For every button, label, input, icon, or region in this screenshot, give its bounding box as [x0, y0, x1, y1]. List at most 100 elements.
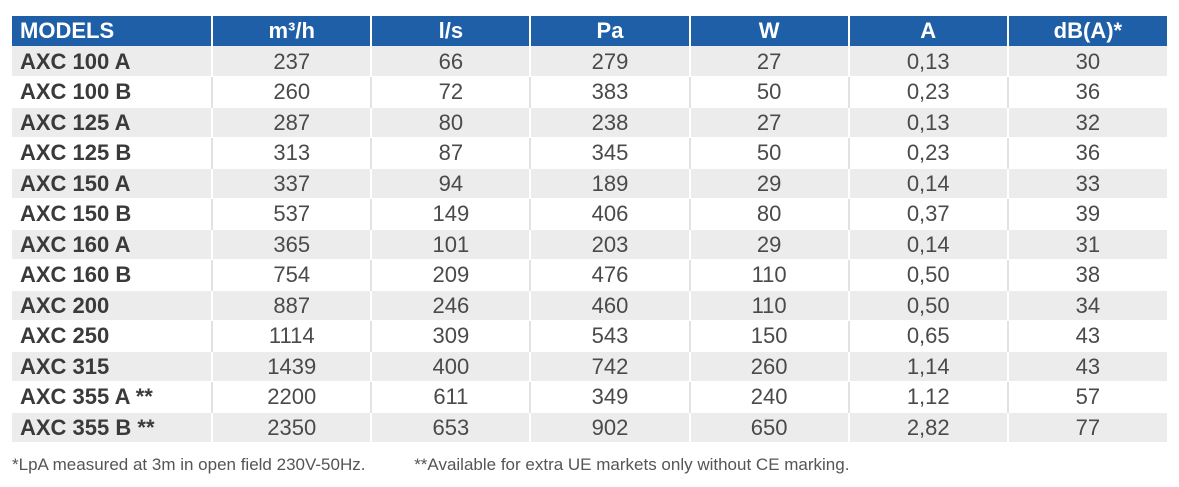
- table-row: AXC 200 887 246 460 110 0,50 34: [12, 290, 1167, 321]
- header-airflow-ls: l/s: [371, 16, 532, 46]
- cell-pressure-pa: 543: [530, 320, 691, 352]
- cell-airflow-m3h: 237: [212, 46, 373, 77]
- cell-noise-dba: 77: [1007, 412, 1167, 443]
- footnote-noise-measurement: *LpA measured at 3m in open field 230V-5…: [12, 455, 366, 474]
- cell-airflow-m3h: 2350: [212, 412, 373, 443]
- cell-pressure-pa: 406: [530, 198, 691, 230]
- cell-noise-dba: 43: [1007, 320, 1167, 352]
- cell-current-a: 0,23: [848, 76, 1009, 108]
- cell-power-w: 50: [689, 76, 850, 108]
- table-header: MODELS m³/h l/s Pa W A dB(A)*: [12, 16, 1167, 46]
- cell-noise-dba: 34: [1007, 290, 1167, 321]
- cell-airflow-ls: 309: [371, 320, 532, 352]
- cell-model: AXC 150 A: [12, 168, 214, 199]
- cell-airflow-m3h: 1114: [212, 320, 373, 352]
- cell-noise-dba: 33: [1007, 168, 1167, 199]
- cell-airflow-m3h: 887: [212, 290, 373, 321]
- cell-airflow-ls: 209: [371, 259, 532, 291]
- cell-current-a: 0,65: [848, 320, 1009, 352]
- cell-airflow-ls: 80: [371, 107, 532, 138]
- cell-current-a: 0,50: [848, 290, 1009, 321]
- cell-noise-dba: 43: [1007, 351, 1167, 382]
- cell-model: AXC 315: [12, 351, 214, 382]
- table-row: AXC 355 A ** 2200 611 349 240 1,12 57: [12, 381, 1167, 413]
- cell-airflow-ls: 101: [371, 229, 532, 260]
- header-power-w: W: [689, 16, 850, 46]
- table-row: AXC 125 B 313 87 345 50 0,23 36: [12, 137, 1167, 169]
- cell-pressure-pa: 742: [530, 351, 691, 382]
- header-row: MODELS m³/h l/s Pa W A dB(A)*: [12, 16, 1167, 46]
- cell-pressure-pa: 383: [530, 76, 691, 108]
- cell-model: AXC 355 A **: [12, 381, 214, 413]
- cell-model: AXC 160 B: [12, 259, 214, 291]
- table-row: AXC 150 A 337 94 189 29 0,14 33: [12, 168, 1167, 199]
- cell-airflow-m3h: 260: [212, 76, 373, 108]
- table-row: AXC 355 B ** 2350 653 902 650 2,82 77: [12, 412, 1167, 443]
- cell-noise-dba: 38: [1007, 259, 1167, 291]
- cell-power-w: 110: [689, 259, 850, 291]
- cell-current-a: 0,14: [848, 229, 1009, 260]
- cell-airflow-ls: 149: [371, 198, 532, 230]
- cell-noise-dba: 30: [1007, 46, 1167, 77]
- cell-current-a: 0,23: [848, 137, 1009, 169]
- cell-model: AXC 125 B: [12, 137, 214, 169]
- cell-noise-dba: 57: [1007, 381, 1167, 413]
- cell-airflow-ls: 653: [371, 412, 532, 443]
- cell-pressure-pa: 238: [530, 107, 691, 138]
- cell-model: AXC 100 B: [12, 76, 214, 108]
- table-row: AXC 100 B 260 72 383 50 0,23 36: [12, 76, 1167, 108]
- cell-power-w: 29: [689, 168, 850, 199]
- cell-airflow-m3h: 287: [212, 107, 373, 138]
- cell-noise-dba: 39: [1007, 198, 1167, 230]
- cell-power-w: 29: [689, 229, 850, 260]
- cell-pressure-pa: 189: [530, 168, 691, 199]
- cell-model: AXC 200: [12, 290, 214, 321]
- cell-model: AXC 125 A: [12, 107, 214, 138]
- table-row: AXC 160 B 754 209 476 110 0,50 38: [12, 259, 1167, 291]
- cell-pressure-pa: 203: [530, 229, 691, 260]
- cell-airflow-ls: 87: [371, 137, 532, 169]
- header-models: MODELS: [12, 16, 214, 46]
- cell-pressure-pa: 279: [530, 46, 691, 77]
- cell-current-a: 0,13: [848, 46, 1009, 77]
- cell-model: AXC 160 A: [12, 229, 214, 260]
- cell-model: AXC 150 B: [12, 198, 214, 230]
- cell-power-w: 27: [689, 46, 850, 77]
- cell-power-w: 240: [689, 381, 850, 413]
- cell-airflow-ls: 94: [371, 168, 532, 199]
- cell-model: AXC 250: [12, 320, 214, 352]
- cell-airflow-ls: 611: [371, 381, 532, 413]
- table-row: AXC 160 A 365 101 203 29 0,14 31: [12, 229, 1167, 260]
- cell-pressure-pa: 345: [530, 137, 691, 169]
- cell-current-a: 1,14: [848, 351, 1009, 382]
- cell-power-w: 260: [689, 351, 850, 382]
- cell-airflow-ls: 246: [371, 290, 532, 321]
- footnotes: *LpA measured at 3m in open field 230V-5…: [12, 455, 849, 475]
- cell-model: AXC 355 B **: [12, 412, 214, 443]
- cell-airflow-m3h: 313: [212, 137, 373, 169]
- cell-airflow-ls: 400: [371, 351, 532, 382]
- table-row: AXC 250 1114 309 543 150 0,65 43: [12, 320, 1167, 352]
- cell-current-a: 0,37: [848, 198, 1009, 230]
- cell-power-w: 110: [689, 290, 850, 321]
- table-body: AXC 100 A 237 66 279 27 0,13 30 AXC 100 B 260 72 3…: [12, 46, 1167, 443]
- cell-current-a: 0,14: [848, 168, 1009, 199]
- cell-airflow-ls: 72: [371, 76, 532, 108]
- header-noise-dba: dB(A)*: [1007, 16, 1167, 46]
- cell-power-w: 150: [689, 320, 850, 352]
- cell-noise-dba: 32: [1007, 107, 1167, 138]
- cell-pressure-pa: 349: [530, 381, 691, 413]
- cell-noise-dba: 36: [1007, 76, 1167, 108]
- cell-pressure-pa: 902: [530, 412, 691, 443]
- footnote-market-availability: **Available for extra UE markets only wi…: [414, 455, 850, 474]
- header-pressure-pa: Pa: [530, 16, 691, 46]
- cell-airflow-m3h: 337: [212, 168, 373, 199]
- cell-power-w: 80: [689, 198, 850, 230]
- cell-current-a: 0,13: [848, 107, 1009, 138]
- cell-current-a: 2,82: [848, 412, 1009, 443]
- cell-pressure-pa: 476: [530, 259, 691, 291]
- cell-model: AXC 100 A: [12, 46, 214, 77]
- cell-airflow-ls: 66: [371, 46, 532, 77]
